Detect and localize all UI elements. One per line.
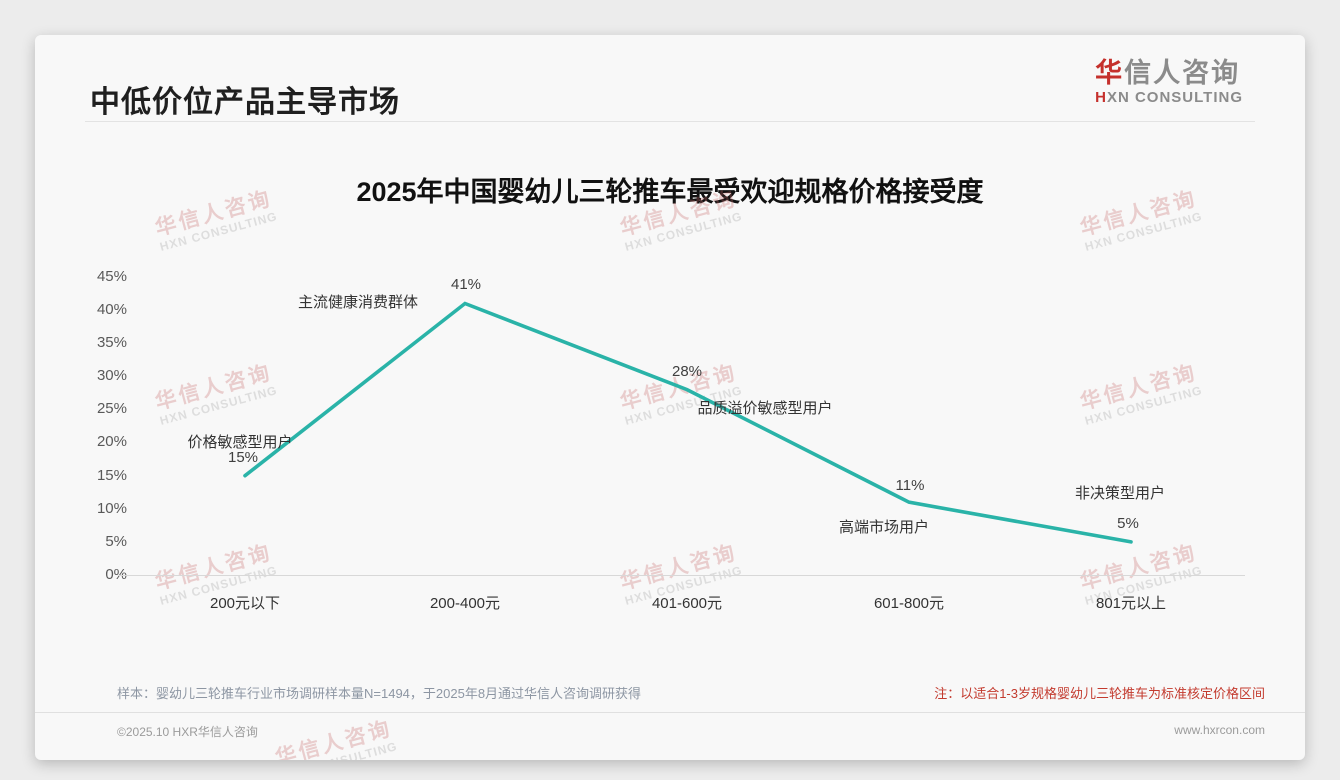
title-divider <box>85 121 1255 122</box>
logo-en-rest: XN CONSULTING <box>1106 88 1243 106</box>
value-label: 11% <box>895 477 925 494</box>
annotation-price-sensitive: 价格敏感型用户 <box>187 434 293 451</box>
y-axis-tick: 0% <box>105 566 127 583</box>
chart-plot-svg <box>243 301 1133 544</box>
annotation-mainstream: 主流健康消费群体 <box>297 294 419 311</box>
website-url: www.hxrcon.com <box>1174 723 1265 737</box>
value-label: 41% <box>450 276 482 293</box>
logo-cn-accent: 华 <box>1095 58 1125 88</box>
y-axis-tick: 5% <box>105 533 127 550</box>
y-axis-tick: 25% <box>96 400 127 417</box>
logo-en-text: HXN CONSULTING <box>1095 89 1243 106</box>
y-axis-tick: 35% <box>96 334 127 351</box>
y-axis-tick: 30% <box>96 367 127 384</box>
slide-card: 华信人咨询 HXN CONSULTING 华信人咨询 HXN CONSULTIN… <box>35 35 1305 760</box>
y-axis-tick: 40% <box>96 301 127 318</box>
logo-en-accent: H <box>1095 88 1107 106</box>
sample-note: 样本：婴幼儿三轮推车行业市场调研样本量N=1494，于2025年8月通过华信人咨… <box>117 686 642 701</box>
y-axis-tick: 15% <box>96 467 127 484</box>
line-chart: 45% 40% 35% 30% 25% 20% 15% 10% 5% 0% 20… <box>35 35 1305 760</box>
company-logo: 华信人咨询 HXN CONSULTING <box>1095 58 1243 106</box>
x-axis-line <box>118 575 1245 576</box>
logo-cn-rest: 信人咨询 <box>1124 58 1241 88</box>
x-axis-label: 601-800元 <box>873 595 945 612</box>
x-axis-label: 401-600元 <box>651 595 723 612</box>
page-title: 中低价位产品主导市场 <box>90 86 400 119</box>
y-axis-tick: 10% <box>96 500 127 517</box>
x-axis-label: 200元以下 <box>209 595 281 612</box>
trend-line <box>243 301 1133 544</box>
value-label: 5% <box>1117 515 1139 532</box>
x-axis-label: 801元以上 <box>1095 595 1167 612</box>
x-axis-label: 200-400元 <box>429 595 501 612</box>
value-label: 28% <box>671 363 703 380</box>
annotation-quality-premium: 品质溢价敏感型用户 <box>697 400 833 417</box>
annotation-high-end: 高端市场用户 <box>838 519 930 536</box>
price-range-note: 注：以适合1-3岁规格婴幼儿三轮推车为标准核定价格区间 <box>934 686 1265 701</box>
logo-cn-text: 华信人咨询 <box>1095 58 1243 89</box>
footer-divider <box>35 712 1305 713</box>
value-label: 15% <box>227 449 259 466</box>
chart-title: 2025年中国婴幼儿三轮推车最受欢迎规格价格接受度 <box>356 177 984 207</box>
y-axis-tick: 45% <box>96 268 127 285</box>
annotation-non-decision: 非决策型用户 <box>1074 485 1166 502</box>
copyright-text: ©2025.10 HXR华信人咨询 <box>117 725 258 739</box>
y-axis-tick: 20% <box>96 433 127 450</box>
